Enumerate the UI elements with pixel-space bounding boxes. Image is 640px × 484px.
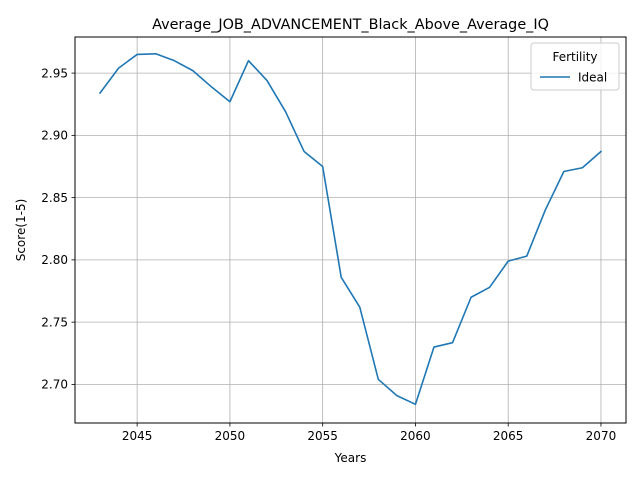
y-tick-label: 2.95 xyxy=(41,66,68,80)
x-tick-label: 2050 xyxy=(215,429,246,443)
legend: Fertility Ideal xyxy=(530,42,620,91)
legend-title: Fertility xyxy=(552,50,597,64)
chart-title: Average_JOB_ADVANCEMENT_Black_Above_Aver… xyxy=(152,17,549,33)
y-axis-label: Score(1-5) xyxy=(14,199,28,262)
x-tick-label: 2065 xyxy=(493,429,524,443)
legend-box xyxy=(530,42,620,91)
series-layer xyxy=(98,53,603,406)
x-tick-label: 2055 xyxy=(307,429,338,443)
x-tick-label: 2060 xyxy=(400,429,431,443)
y-axis-ticks: 2.70 2.75 2.80 2.85 2.90 2.95 xyxy=(41,66,75,392)
y-tick-label: 2.75 xyxy=(41,315,68,329)
grid xyxy=(75,37,626,423)
y-tick-label: 2.80 xyxy=(41,253,68,267)
x-axis-label: Years xyxy=(334,451,367,465)
x-axis-ticks: 2045 2050 2055 2060 2065 2070 xyxy=(122,423,616,443)
series-line-ideal xyxy=(98,53,603,406)
x-tick-label: 2045 xyxy=(122,429,153,443)
y-tick-label: 2.85 xyxy=(41,191,68,205)
legend-label-ideal: Ideal xyxy=(578,71,607,85)
x-tick-label: 2070 xyxy=(586,429,617,443)
y-tick-label: 2.70 xyxy=(41,378,68,392)
plot-frame xyxy=(74,36,627,424)
y-tick-label: 2.90 xyxy=(41,129,68,143)
